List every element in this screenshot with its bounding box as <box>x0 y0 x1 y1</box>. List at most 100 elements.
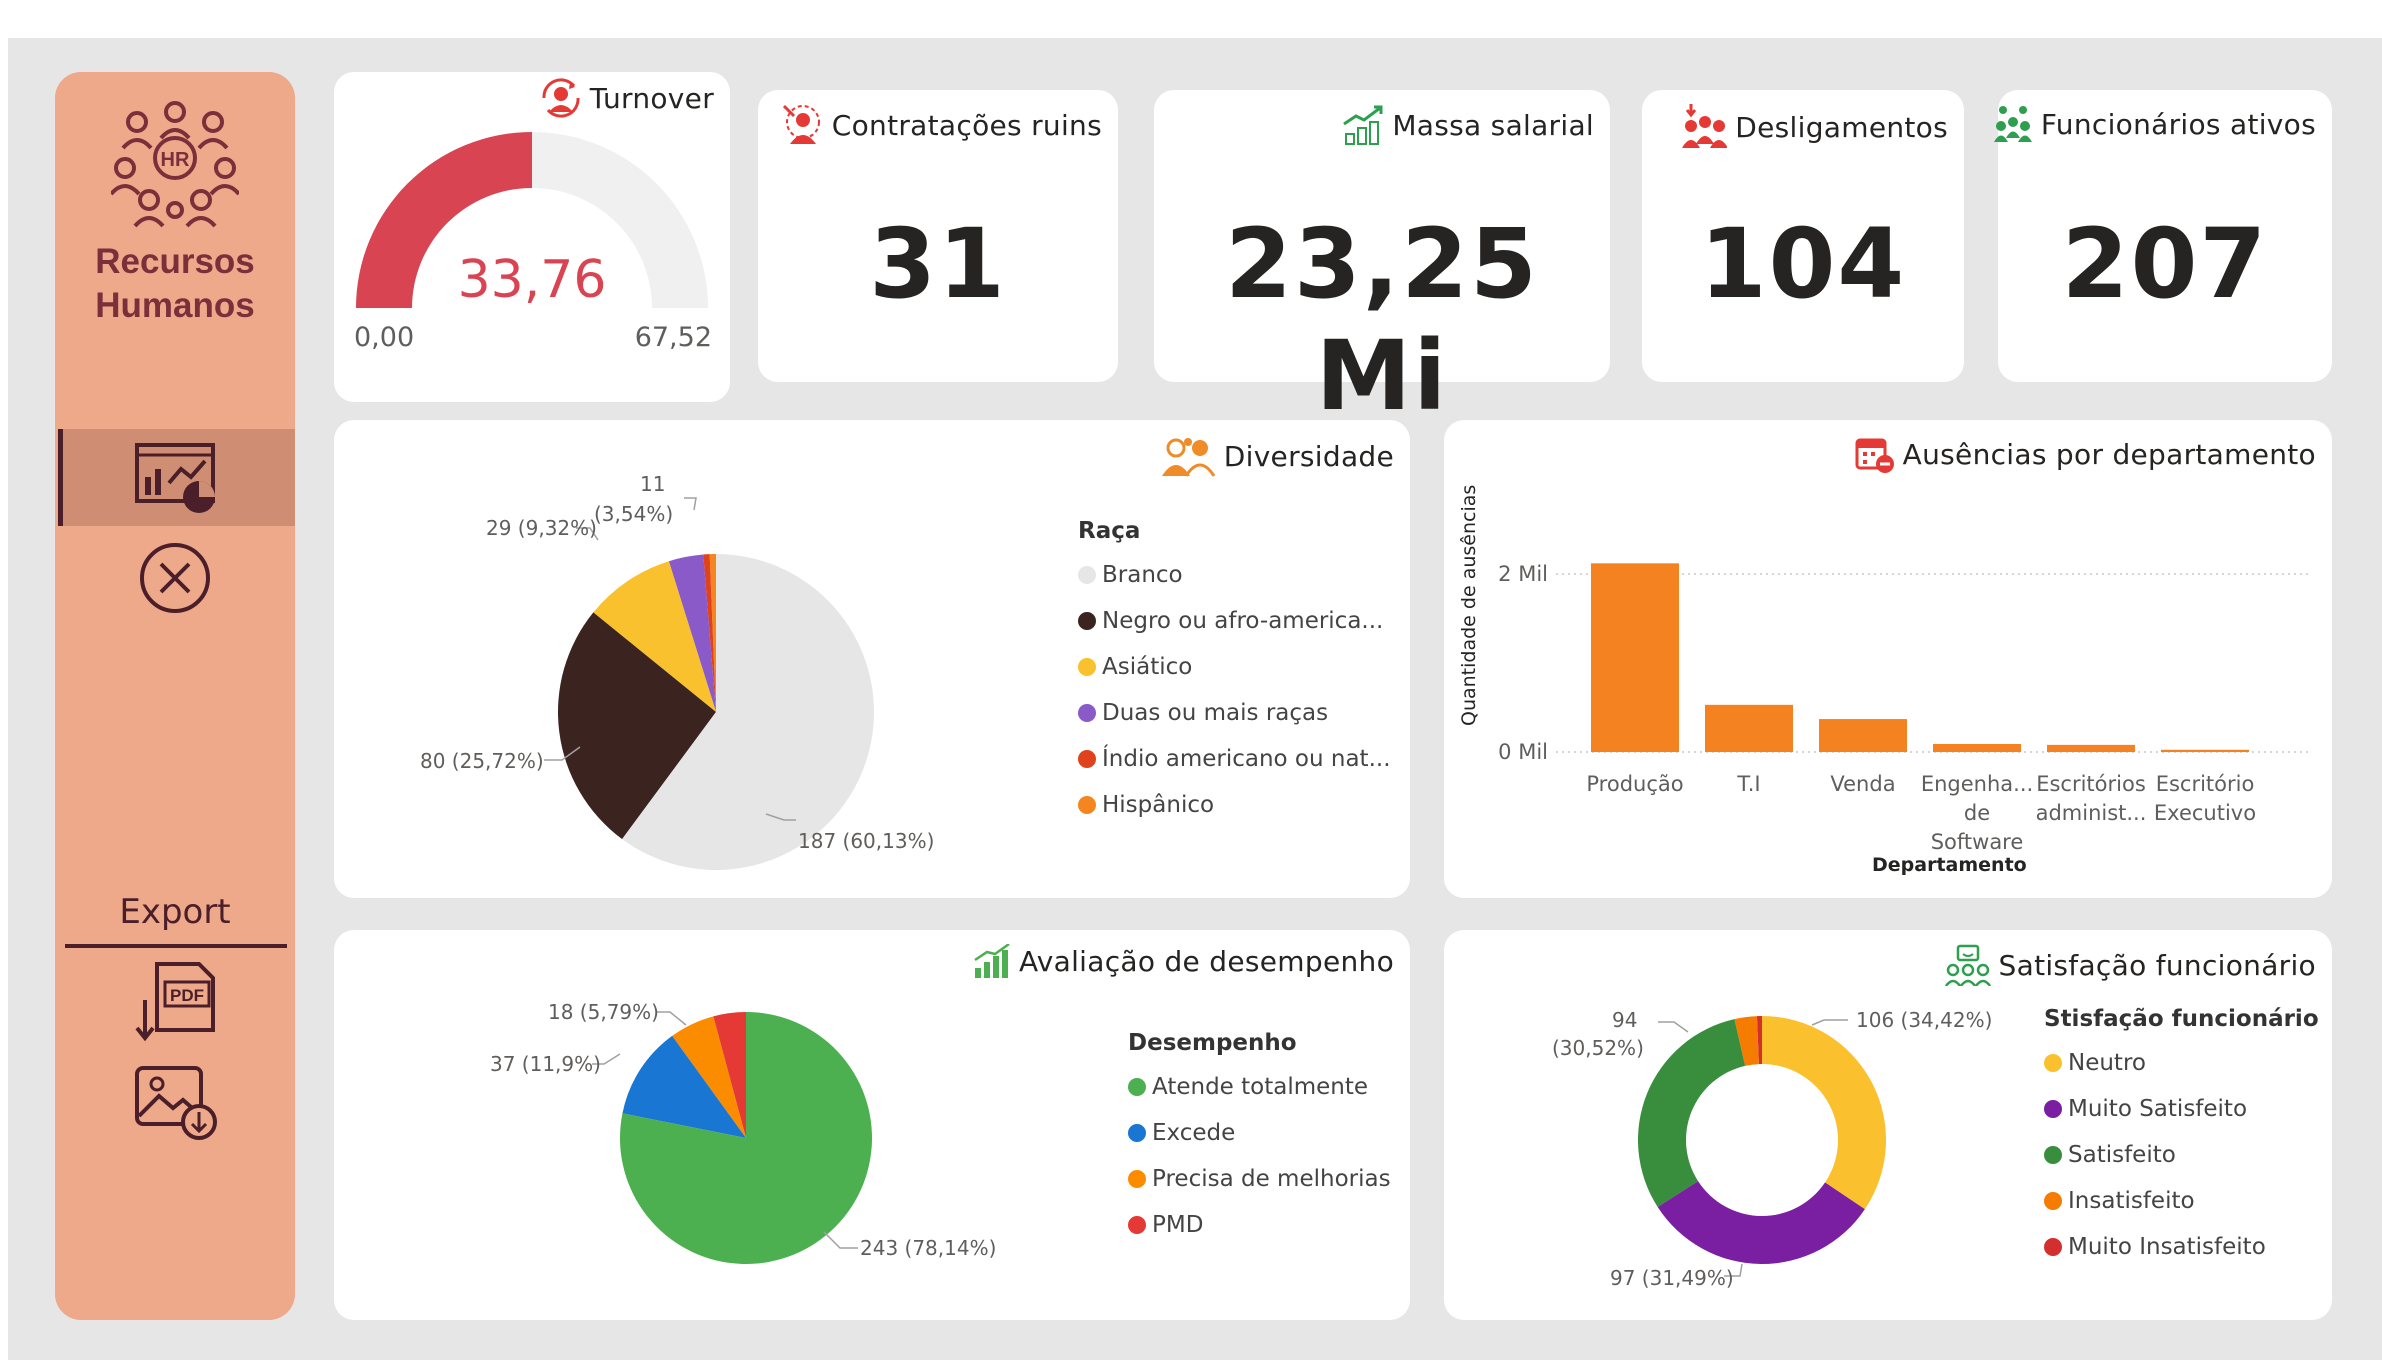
desempenho-card[interactable]: Avaliação de desempenho 243 (78,14%) 37 … <box>334 930 1410 1320</box>
pie-label-branco: 187 (60,13%) <box>798 829 935 853</box>
gauge-fill <box>356 132 532 308</box>
satisfacao-title: Satisfação funcionário <box>1998 948 2316 982</box>
donut-slice-muito-satisfeito[interactable] <box>1657 1181 1865 1264</box>
dismissal-icon <box>1682 104 1728 148</box>
donut-slice-muito-insatisfeito[interactable] <box>1756 1016 1762 1065</box>
donut-label-satisfeito-count: 94 <box>1612 1008 1638 1032</box>
legend-item[interactable]: Excede <box>1128 1110 1391 1156</box>
legend-item[interactable]: Índio americano ou nat... <box>1078 736 1391 782</box>
legend-item[interactable]: Muito Insatisfeito <box>2044 1224 2319 1270</box>
donut-slice-satisfeito[interactable] <box>1638 1019 1746 1208</box>
legend-item[interactable]: Branco <box>1078 552 1391 598</box>
pie-slice-branco[interactable] <box>622 554 874 870</box>
diversidade-card[interactable]: Diversidade 187 (60,13%) 80 (25,72%) 29 … <box>334 420 1410 898</box>
y-tick: 0 Mil <box>1498 740 1548 764</box>
kpi-funcionarios-ativos-card[interactable]: Funcionários ativos 207 <box>1993 90 2332 382</box>
desempenho-title: Avaliação de desempenho <box>1018 944 1394 978</box>
pie-slice-asiatico[interactable] <box>593 561 716 712</box>
kpi-massa-salarial-card[interactable]: Massa salarial 23,25 Mi <box>1154 90 1610 432</box>
kpi-desligamentos-card[interactable]: Desligamentos 104 <box>1642 90 1964 382</box>
legend-item[interactable]: Negro ou afro-america... <box>1078 598 1391 644</box>
diversity-icon <box>1161 438 1216 477</box>
legend-item[interactable]: Asiático <box>1078 644 1391 690</box>
legend-item[interactable]: Precisa de melhorias <box>1128 1156 1391 1202</box>
legend-item[interactable]: Hispânico <box>1078 782 1391 828</box>
kpi-value: 104 <box>1699 208 1907 320</box>
x-tick-producao: Produção <box>1586 772 1684 796</box>
pie-label-duas-racas-count: 11 <box>640 472 666 496</box>
turnover-gauge <box>356 132 708 308</box>
ausencias-card[interactable]: Ausências por departamento Quantidade de… <box>1444 420 2332 898</box>
kpi-title: Massa salarial <box>1392 108 1594 142</box>
sidebar: HR Recursos Humanos Export PDF <box>55 72 295 1320</box>
donut-label-satisfeito-pct: (30,52%) <box>1552 1036 1644 1060</box>
kpi-title: Funcionários ativos <box>2040 107 2316 141</box>
bar-producao[interactable] <box>1591 563 1679 752</box>
bar-engenharia-de-software[interactable] <box>1933 743 2021 752</box>
leader-lines <box>592 1011 858 1249</box>
close-icon[interactable] <box>139 542 211 614</box>
pie-slice-duas-ou-mais-racas[interactable] <box>668 554 716 712</box>
bar-venda[interactable] <box>1819 719 1907 752</box>
kpi-contratacoes-card[interactable]: Contratações ruins 31 <box>758 90 1118 382</box>
pie-slice-atende-totalmente[interactable] <box>620 1012 872 1264</box>
ausencias-bar-chart <box>1556 563 2312 753</box>
pie-slice-indio-americano-ou-nativo[interactable] <box>703 554 716 712</box>
bar-t-i[interactable] <box>1705 704 1793 752</box>
svg-text:PDF: PDF <box>170 986 204 1005</box>
kpi-value: 31 <box>869 208 1007 320</box>
y-tick: 2 Mil <box>1498 562 1548 586</box>
legend-item[interactable]: Insatisfeito <box>2044 1178 2319 1224</box>
satisfaction-icon <box>1944 944 1991 986</box>
kpi-value: 207 <box>2061 208 2269 320</box>
pie-slice-hispanico[interactable] <box>709 554 716 712</box>
export-image-icon[interactable] <box>133 1062 221 1142</box>
ausencias-title: Ausências por departamento <box>1902 437 2316 471</box>
pie-label-excede: 37 (11,9%) <box>490 1052 601 1076</box>
donut-label-muito-satisfeito: 97 (31,49%) <box>1610 1266 1734 1290</box>
satisfacao-card[interactable]: Satisfação funcionário 106 (34,42%) 94 (… <box>1444 930 2332 1320</box>
legend-item[interactable]: Satisfeito <box>2044 1132 2319 1178</box>
pie-label-duas-racas-pct: (3,54%) <box>594 502 674 526</box>
bar-escritorios-administrativos[interactable] <box>2047 744 2135 752</box>
diversidade-pie <box>544 497 874 870</box>
pie-slice-negro-ou-afro-americano[interactable] <box>558 612 716 840</box>
legend-title: Desempenho <box>1128 1030 1297 1056</box>
diversidade-title: Diversidade <box>1223 439 1394 473</box>
export-pdf-icon[interactable]: PDF <box>135 960 215 1046</box>
legend-item[interactable]: Duas ou mais raças <box>1078 690 1391 736</box>
pie-label-asiatico: 29 (9,32%) <box>486 516 597 540</box>
sidebar-title-line1: Recursos <box>95 242 255 281</box>
diversidade-legend: Raça Branco Negro ou afro-america... Asi… <box>1078 518 1391 828</box>
nav-dashboard-button[interactable] <box>58 429 295 526</box>
x-tick-engenharia-de-software: Engenha... de Software <box>1920 772 2034 854</box>
pie-slice-precisa-de-melhorias[interactable] <box>672 1016 746 1138</box>
legend-item[interactable]: PMD <box>1128 1202 1391 1248</box>
legend-item[interactable]: Atende totalmente <box>1128 1064 1391 1110</box>
desempenho-pie <box>592 1011 872 1264</box>
kpi-value: 23,25 Mi <box>1225 208 1539 432</box>
bad-hire-icon <box>782 104 820 144</box>
donut-slice-neutro[interactable] <box>1762 1016 1886 1210</box>
satisfacao-donut <box>1638 1016 1886 1277</box>
gauge-min-label: 0,00 <box>354 322 415 353</box>
x-axis-title: Departamento <box>1872 854 2027 876</box>
sidebar-title-line2: Humanos <box>95 286 255 325</box>
pie-slice-excede[interactable] <box>622 1035 746 1138</box>
pie-slice-pmd[interactable] <box>713 1012 746 1138</box>
export-label: Export <box>119 892 231 932</box>
performance-chart-icon <box>974 944 1010 978</box>
turnover-card[interactable]: Turnover 33,76 0,00 67,52 <box>334 72 730 402</box>
pie-label-atende: 243 (78,14%) <box>860 1236 997 1260</box>
legend-item[interactable]: Muito Satisfeito <box>2044 1086 2319 1132</box>
donut-slice-insatisfeito[interactable] <box>1734 1016 1759 1066</box>
hr-people-icon: HR <box>111 101 239 228</box>
pie-label-negro: 80 (25,72%) <box>420 749 544 773</box>
x-tick-venda: Venda <box>1830 772 1896 796</box>
kpi-title: Desligamentos <box>1735 110 1948 144</box>
x-tick-escritorio-executivo: Escritório Executivo <box>2153 772 2257 825</box>
bar-escritorio-executivo[interactable] <box>2161 749 2249 752</box>
legend-item[interactable]: Neutro <box>2044 1040 2319 1086</box>
svg-text:HR: HR <box>161 149 190 171</box>
leader-lines <box>544 497 796 821</box>
